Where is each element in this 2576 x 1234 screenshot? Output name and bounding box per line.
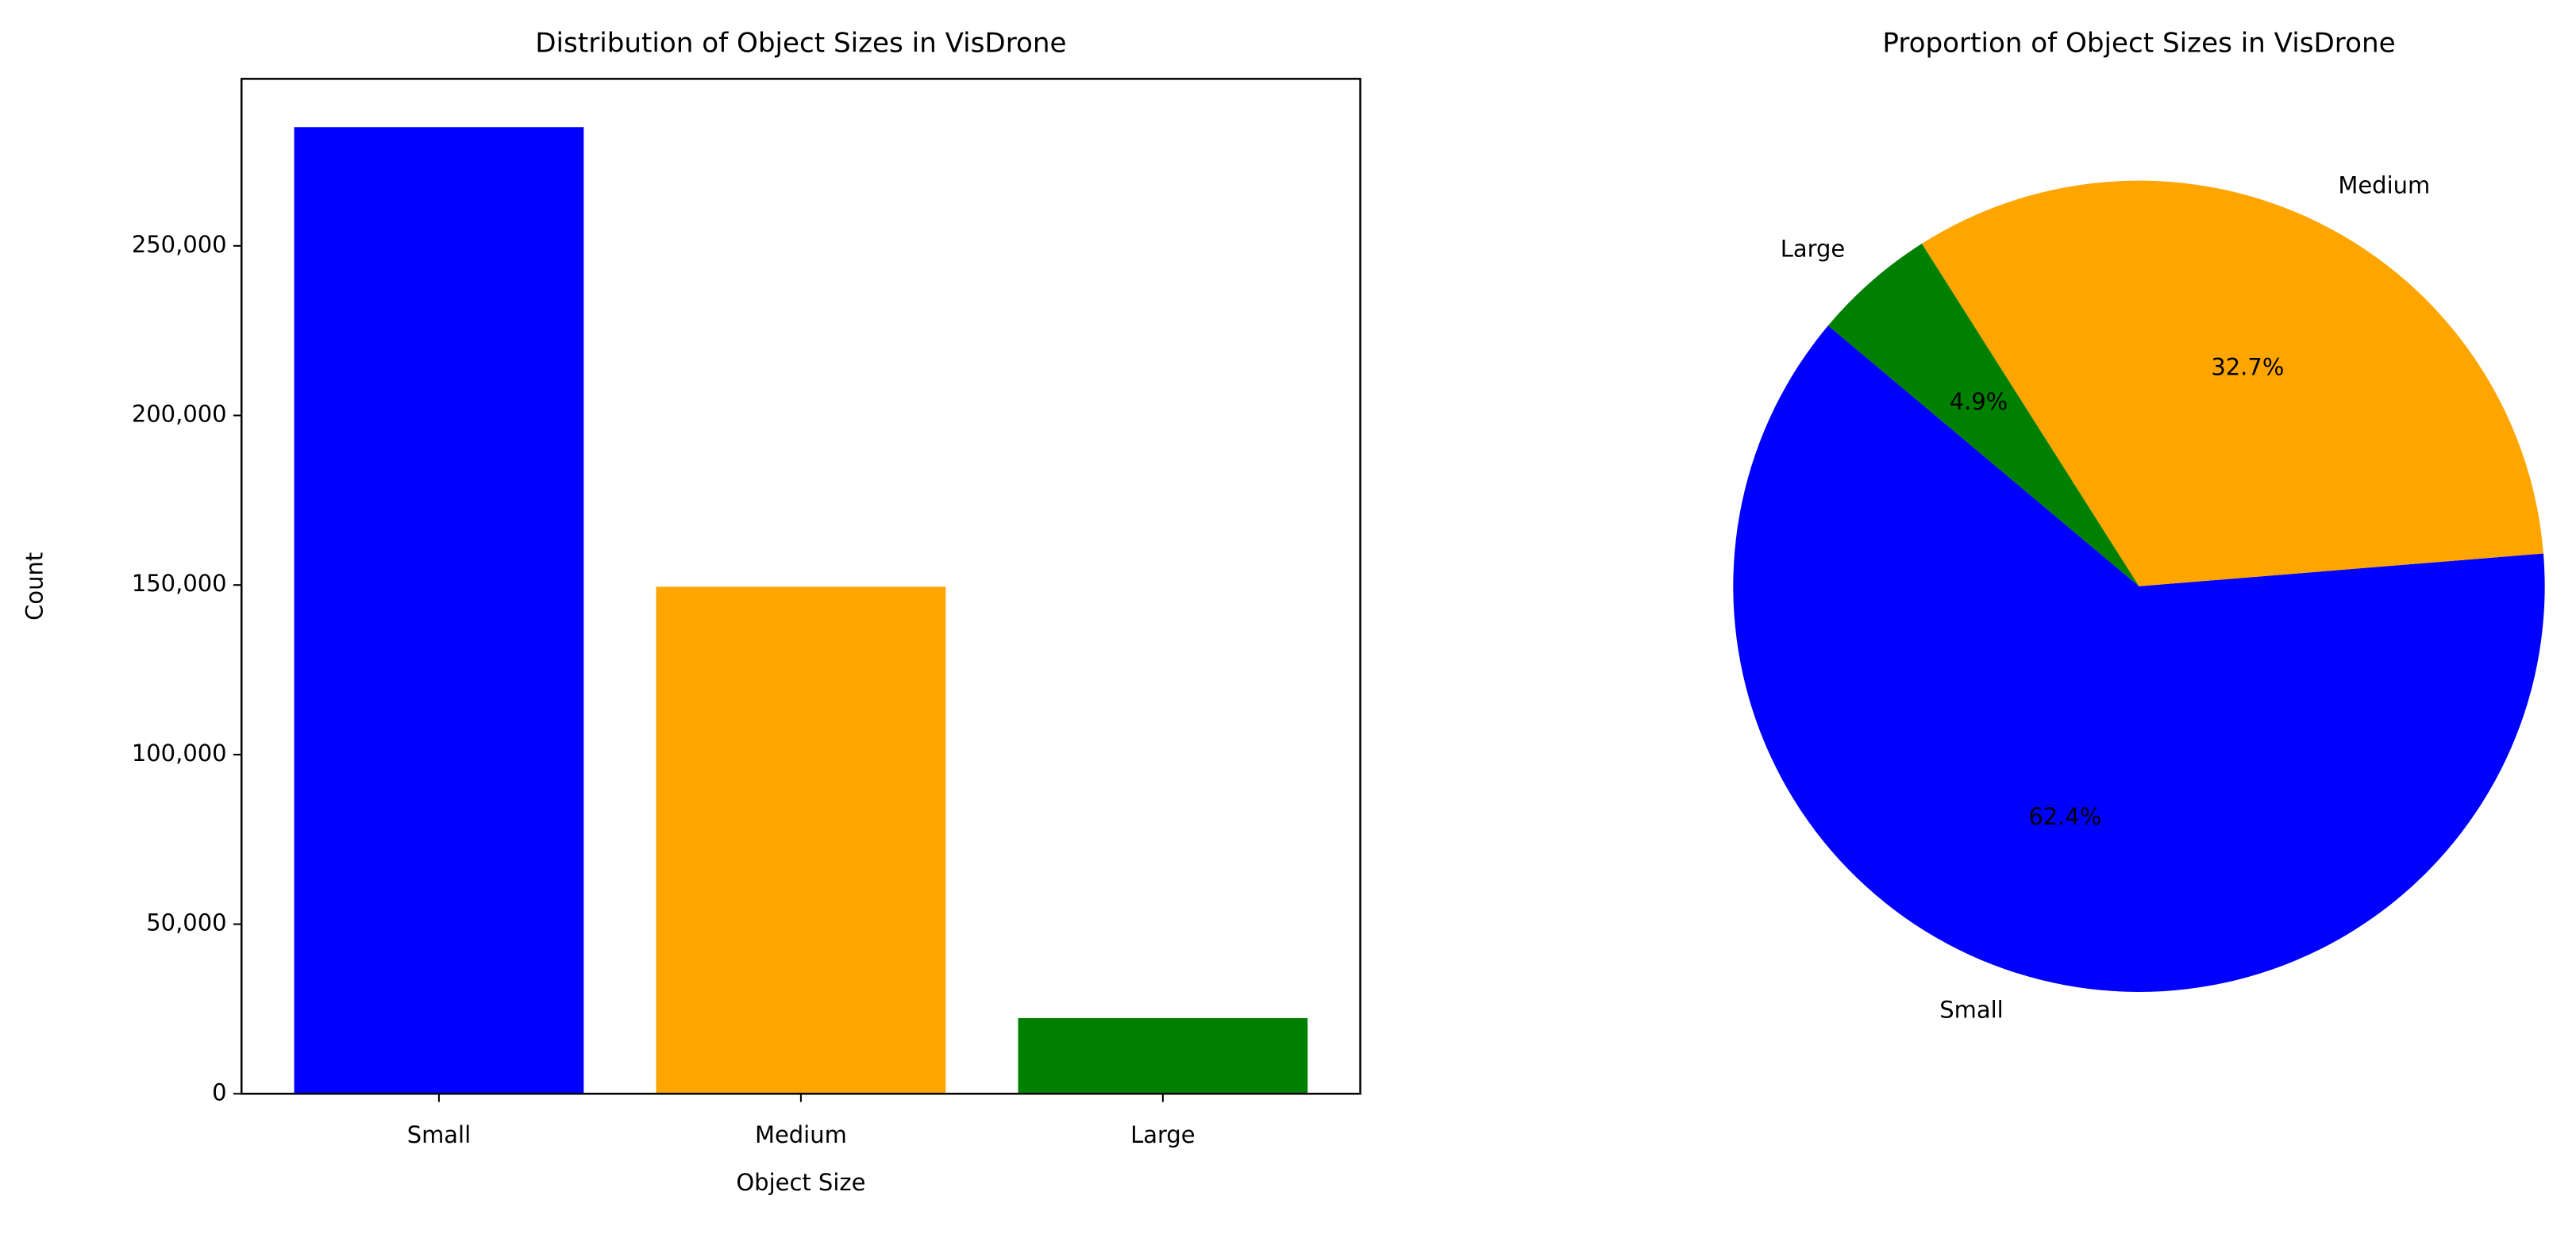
bar — [1018, 1017, 1308, 1094]
y-tick-label: 250,000 — [132, 231, 227, 258]
y-tick-label: 100,000 — [132, 740, 227, 767]
x-tick-label: Large — [1130, 1121, 1196, 1148]
slice-percent: 32.7% — [2211, 353, 2284, 380]
y-axis-label: Count — [21, 552, 48, 621]
y-tick-label: 50,000 — [146, 909, 226, 936]
y-tick-label: 150,000 — [132, 570, 227, 597]
slice-label: Small — [1939, 997, 2003, 1024]
x-tick-label: Small — [407, 1121, 471, 1148]
bar — [294, 127, 584, 1094]
axes-frame — [241, 78, 1361, 1095]
slice-percent: 4.9% — [1950, 388, 2008, 415]
y-tick-label: 200,000 — [132, 401, 227, 428]
pie-slice — [1921, 180, 2543, 586]
slice-percent: 62.4% — [2028, 803, 2101, 830]
chart-title: Distribution of Object Sizes in VisDrone — [535, 27, 1066, 59]
pie-slice — [1827, 244, 2139, 586]
chart-title: Proportion of Object Sizes in VisDrone — [1882, 27, 2395, 59]
slice-label: Large — [1781, 236, 1846, 263]
slice-label: Medium — [2338, 172, 2430, 199]
x-axis-label: Object Size — [736, 1169, 865, 1196]
y-tick-label: 0 — [212, 1078, 226, 1105]
bar — [656, 586, 946, 1094]
x-tick-label: Medium — [755, 1121, 847, 1148]
pie-slice — [1733, 325, 2545, 992]
